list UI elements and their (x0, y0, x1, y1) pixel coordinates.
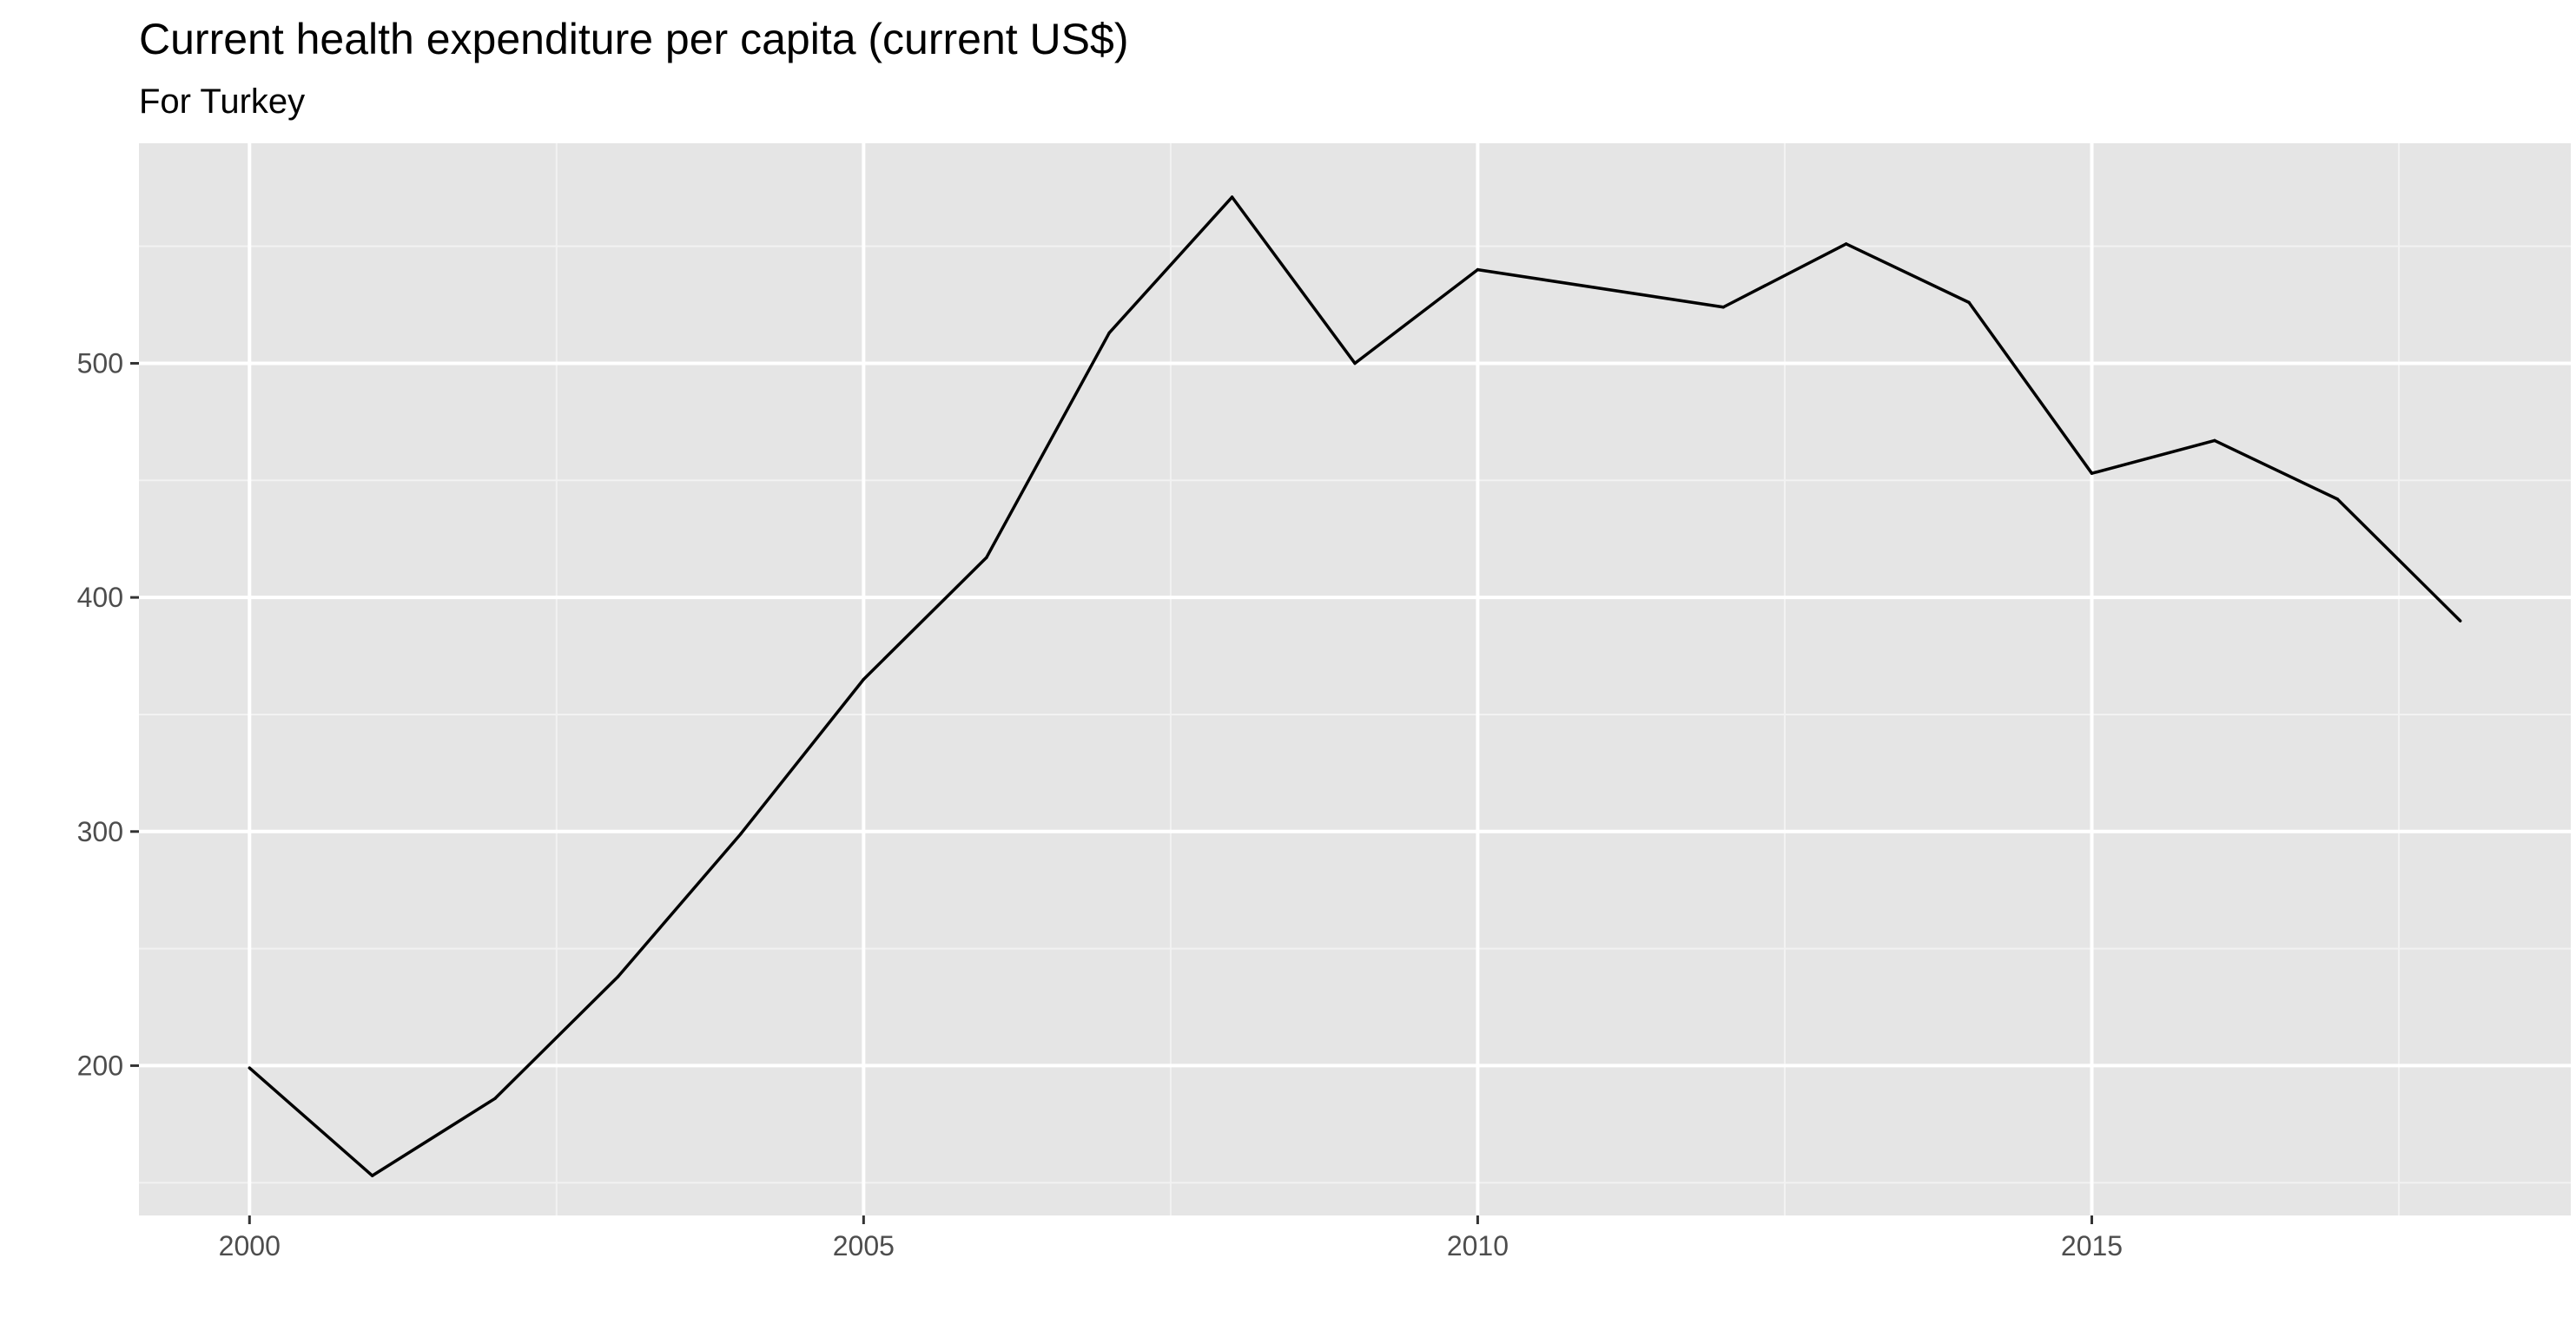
series-line-segment (862, 556, 988, 682)
x-tick-label: 2005 (833, 1230, 895, 1261)
series-line-segment (1230, 195, 1357, 366)
x-tick-label: 2010 (1447, 1230, 1509, 1261)
series-line-segment (1476, 267, 1725, 309)
series-line-segment (1721, 242, 1848, 309)
series-line-segment (1844, 242, 1971, 305)
series-line-segment (1353, 267, 1480, 366)
series-line-segment (985, 331, 1111, 560)
plot-panel (139, 143, 2571, 1215)
series-layer (248, 195, 2462, 1177)
x-tick-label: 2015 (2061, 1230, 2123, 1261)
y-tick-label: 500 (77, 347, 123, 379)
series-line-segment (1107, 195, 1234, 335)
series-line-segment (616, 832, 743, 978)
chart-subtitle: For Turkey (139, 82, 305, 121)
series-line-segment (248, 1066, 374, 1177)
chart-title: Current health expenditure per capita (c… (139, 15, 1128, 63)
x-axis: 2000 2005 2010 2015 (219, 1215, 2123, 1261)
series-line-segment (370, 1097, 497, 1177)
minor-gridlines (139, 143, 2571, 1215)
y-tick-label: 400 (77, 582, 123, 613)
y-tick-label: 200 (77, 1050, 123, 1081)
series-line-segment (739, 677, 866, 836)
x-tick-label: 2000 (219, 1230, 281, 1261)
series-line-segment (2335, 497, 2462, 622)
y-tick-label: 300 (77, 816, 123, 847)
series-line-segment (1967, 300, 2094, 475)
series-line-segment (2213, 438, 2340, 501)
y-axis: 200 300 400 500 (77, 347, 139, 1081)
series-line-segment (2090, 438, 2216, 475)
series-line-segment (493, 975, 620, 1100)
